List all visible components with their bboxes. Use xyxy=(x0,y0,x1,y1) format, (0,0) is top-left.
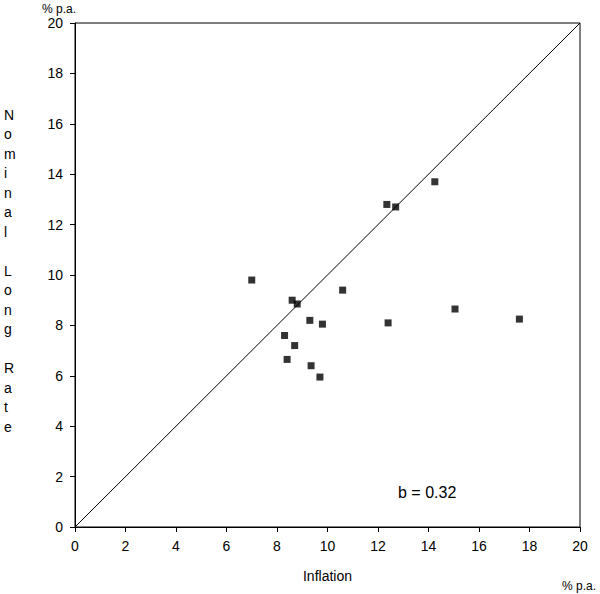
svg-text:0: 0 xyxy=(71,538,79,554)
svg-text:8: 8 xyxy=(273,538,281,554)
svg-text:8: 8 xyxy=(55,317,63,333)
svg-text:n: n xyxy=(4,185,12,201)
svg-text:20: 20 xyxy=(47,15,63,31)
svg-text:2: 2 xyxy=(55,469,63,485)
svg-text:l: l xyxy=(4,224,7,240)
svg-text:16: 16 xyxy=(47,116,63,132)
svg-text:t: t xyxy=(4,399,8,415)
svg-text:4: 4 xyxy=(55,418,63,434)
svg-text:18: 18 xyxy=(47,65,63,81)
svg-text:a: a xyxy=(4,204,12,220)
svg-text:m: m xyxy=(4,146,16,162)
svg-text:% p.a.: % p.a. xyxy=(562,579,596,593)
svg-text:N: N xyxy=(4,107,14,123)
svg-text:o: o xyxy=(4,126,12,142)
svg-text:12: 12 xyxy=(47,217,63,233)
svg-text:18: 18 xyxy=(522,538,538,554)
svg-text:% p.a.: % p.a. xyxy=(42,2,76,16)
svg-text:L: L xyxy=(4,263,12,279)
svg-text:10: 10 xyxy=(47,267,63,283)
svg-text:14: 14 xyxy=(47,166,63,182)
svg-text:4: 4 xyxy=(172,538,180,554)
svg-text:20: 20 xyxy=(572,538,588,554)
svg-text:Inflation: Inflation xyxy=(303,568,352,584)
svg-text:16: 16 xyxy=(471,538,487,554)
svg-text:0: 0 xyxy=(55,519,63,535)
svg-text:a: a xyxy=(4,380,12,396)
svg-text:12: 12 xyxy=(370,538,386,554)
svg-text:10: 10 xyxy=(320,538,336,554)
svg-text:b = 0.32: b = 0.32 xyxy=(398,484,456,501)
svg-text:14: 14 xyxy=(421,538,437,554)
svg-text:g: g xyxy=(4,321,12,337)
svg-text:6: 6 xyxy=(223,538,231,554)
svg-text:R: R xyxy=(4,360,14,376)
svg-text:o: o xyxy=(4,282,12,298)
svg-text:e: e xyxy=(4,419,12,435)
svg-text:2: 2 xyxy=(122,538,130,554)
svg-text:i: i xyxy=(4,165,7,181)
svg-text:n: n xyxy=(4,302,12,318)
svg-text:6: 6 xyxy=(55,368,63,384)
